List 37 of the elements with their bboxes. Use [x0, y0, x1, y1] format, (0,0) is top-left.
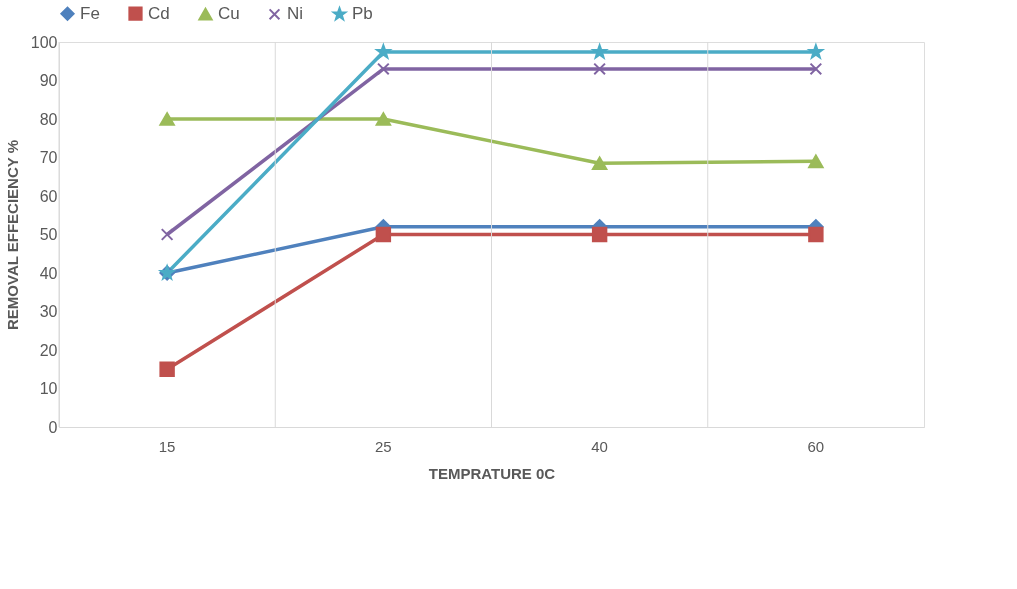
y-tick-label: 40: [39, 264, 58, 282]
point: [375, 112, 392, 126]
x-tick-label: 15: [158, 437, 176, 455]
y-tick-label: 60: [39, 187, 58, 205]
point: [377, 62, 390, 76]
point: [159, 112, 175, 126]
point: [591, 156, 608, 171]
y-tick-label: 50: [39, 226, 58, 243]
x-axis-title: TEMPRATURE 0C: [428, 464, 556, 482]
x-tick-label: 25: [375, 437, 392, 455]
y-tick-label: 100: [30, 33, 58, 51]
x-tick-label: 60: [807, 437, 825, 455]
legend-label: Fe: [80, 3, 100, 23]
point: [809, 62, 823, 76]
point: [808, 154, 824, 169]
y-tick-label: 30: [39, 303, 58, 320]
point: [808, 226, 824, 243]
y-tick-label: 0: [48, 418, 58, 436]
y-tick-label: 70: [39, 149, 58, 166]
y-tick-label: 80: [39, 110, 58, 128]
x-tick-label: 40: [591, 437, 608, 455]
point: [376, 44, 391, 59]
y-tick-label: 20: [39, 341, 58, 359]
point: [808, 44, 824, 59]
y-tick-label: 90: [39, 72, 58, 89]
y-axis-title: REMOVAL EFFECIENCY %: [3, 139, 21, 331]
point: [159, 361, 175, 377]
legend-label: Pb: [352, 4, 373, 24]
point: [592, 44, 607, 59]
point: [375, 226, 392, 243]
point: [160, 228, 174, 241]
legend-label: Cd: [148, 3, 170, 23]
legend-label: Ni: [287, 4, 304, 24]
point: [593, 62, 606, 76]
point: [591, 226, 608, 243]
y-tick-label: 10: [39, 380, 58, 397]
legend-label: Cu: [218, 4, 240, 24]
